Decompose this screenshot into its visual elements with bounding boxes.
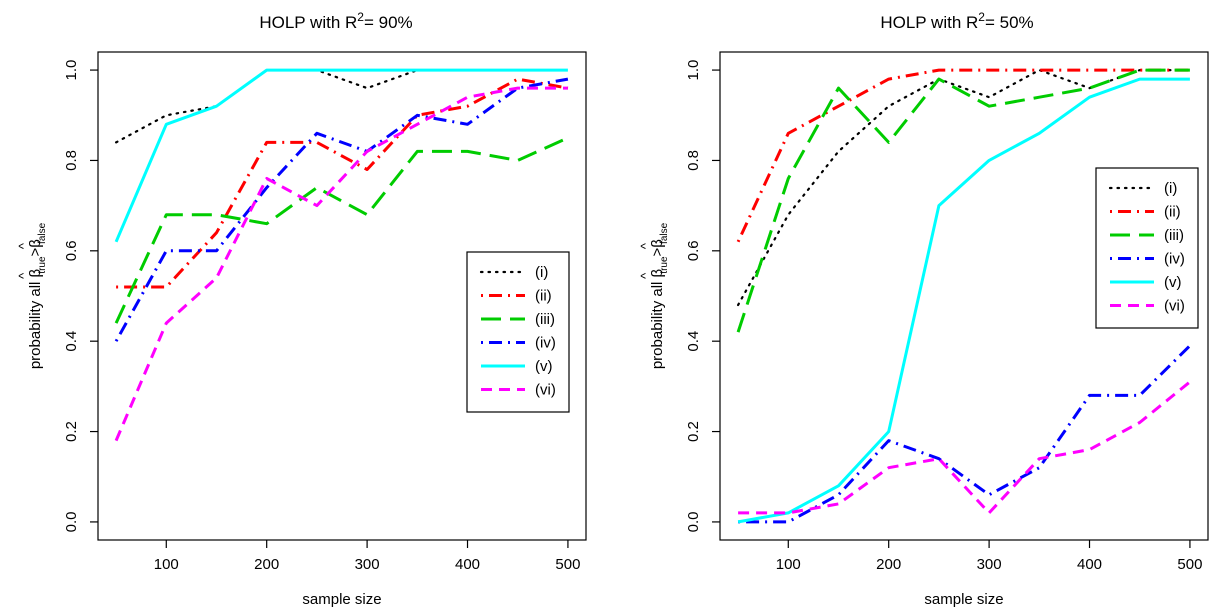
- y-label-gt: >: [27, 247, 44, 256]
- y-axis-label: probability all β^true>β^false: [16, 222, 48, 369]
- series-line-6: [738, 380, 1191, 515]
- y-tick-label: 0.2: [63, 421, 80, 442]
- y-tick-label: 0.2: [685, 421, 702, 442]
- y-label-sub-true: true: [37, 256, 48, 274]
- series-line-2: [736, 68, 1190, 243]
- x-tick-label: 400: [1077, 556, 1102, 573]
- y-label-beta: β: [649, 268, 666, 277]
- x-tick-label: 300: [977, 556, 1002, 573]
- y-label-hat: ^: [16, 272, 31, 279]
- x-tick-label: 200: [254, 556, 279, 573]
- plot-frame: [97, 51, 587, 541]
- x-tick-label: 100: [154, 556, 179, 573]
- y-tick-label: 1.0: [63, 60, 80, 81]
- y-tick-label: 0.6: [685, 240, 702, 261]
- legend-box: [466, 251, 570, 413]
- y-tick-label: 0.4: [63, 331, 80, 352]
- y-label-sub-false: false: [37, 222, 48, 244]
- legend-label: (iv): [535, 335, 556, 352]
- y-tick-label: 0.0: [63, 511, 80, 532]
- y-axis-label: probability all β^true>β^false: [638, 222, 670, 369]
- y-tick-label: 0.6: [63, 240, 80, 261]
- title-superscript: 2: [357, 10, 364, 24]
- series-line-5: [737, 77, 1190, 524]
- chart-panel-2: HOLP with R2= 50% 100 200 300 400 500 0.0 0.2 0.…: [638, 10, 1209, 608]
- series-line-1: [114, 68, 570, 144]
- legend-label: (v): [1164, 274, 1182, 291]
- legend-label: (ii): [1164, 204, 1181, 221]
- y-tick-label: 1.0: [685, 60, 702, 81]
- y-label-hat: ^: [16, 242, 31, 249]
- x-tick-label: 100: [776, 556, 801, 573]
- y-label-beta: β: [649, 239, 666, 248]
- x-tick-label: 500: [555, 556, 580, 573]
- legend-label: (ii): [535, 288, 552, 305]
- title-main: HOLP with R: [880, 13, 978, 32]
- legend-label: (vi): [535, 382, 556, 399]
- y-label-hat: ^: [638, 242, 653, 249]
- x-tick-label: 200: [876, 556, 901, 573]
- y-label-gt: >: [649, 247, 666, 256]
- x-tick-label: 300: [355, 556, 380, 573]
- title-tail: = 90%: [364, 13, 413, 32]
- series-line-3: [736, 68, 1190, 333]
- y-label-main: probability all: [649, 277, 666, 369]
- x-axis-label: sample size: [924, 591, 1003, 608]
- legend-box: [1095, 167, 1199, 329]
- title-main: HOLP with R: [259, 13, 357, 32]
- series-line-5: [114, 68, 568, 243]
- legend-label: (v): [535, 358, 553, 375]
- chart-title: HOLP with R2= 50%: [880, 10, 1033, 32]
- series-group: [114, 68, 570, 442]
- y-tick-label: 0.8: [685, 150, 702, 171]
- legend-label: (i): [535, 264, 548, 281]
- legend-label: (iii): [535, 311, 555, 328]
- legend-label: (iv): [1164, 251, 1185, 268]
- y-label-hat: ^: [638, 272, 653, 279]
- y-label-sub-false: false: [659, 222, 670, 244]
- legend: (i) (ii) (iii) (iv) (v) (vi): [1095, 167, 1199, 329]
- title-tail: = 50%: [985, 13, 1034, 32]
- y-label-sub-true: true: [659, 256, 670, 274]
- legend-label: (i): [1164, 180, 1177, 197]
- series-line-4: [738, 344, 1191, 524]
- x-axis-label: sample size: [302, 591, 381, 608]
- series-group: [736, 68, 1192, 524]
- legend-label: (vi): [1164, 298, 1185, 315]
- chart-title: HOLP with R2= 90%: [259, 10, 412, 32]
- series-line-2: [116, 77, 569, 289]
- series-line-4: [114, 77, 569, 342]
- y-label-main: probability all: [27, 277, 44, 369]
- legend: (i) (ii) (iii) (iv) (v) (vi): [466, 251, 570, 413]
- x-tick-label: 500: [1177, 556, 1202, 573]
- y-label-beta: β: [27, 239, 44, 248]
- y-label-beta: β: [27, 268, 44, 277]
- series-line-6: [114, 86, 568, 442]
- y-tick-label: 0.4: [685, 331, 702, 352]
- plot-frame: [719, 51, 1209, 541]
- x-tick-label: 400: [455, 556, 480, 573]
- series-line-1: [736, 68, 1192, 307]
- y-tick-label: 0.8: [63, 150, 80, 171]
- chart-panel-1: HOLP with R2= 90% 100 200 300 400 500 0.0 0.2 0.…: [16, 10, 587, 608]
- legend-label: (iii): [1164, 227, 1184, 244]
- y-tick-label: 0.0: [685, 511, 702, 532]
- series-line-3: [114, 136, 569, 324]
- title-superscript: 2: [978, 10, 985, 24]
